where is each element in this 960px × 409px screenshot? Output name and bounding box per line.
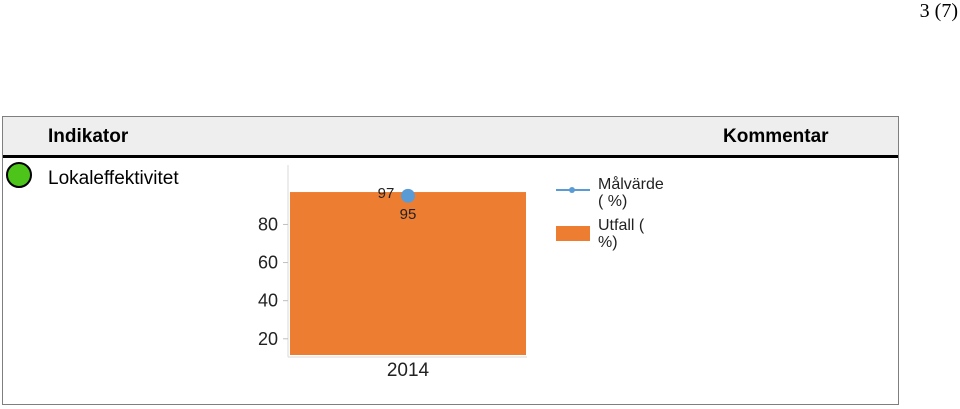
legend-box-icon (556, 226, 590, 241)
legend-label-utfall: %) (598, 234, 618, 251)
y-tick-label: 40 (258, 291, 278, 311)
x-tick-label: 2014 (387, 360, 430, 381)
data-label-malvarde: 95 (400, 206, 417, 223)
y-tick-label: 20 (258, 329, 278, 349)
legend-label-utfall: Utfall ( (598, 217, 645, 234)
header-kommentar: Kommentar (723, 126, 829, 147)
page-number: 3 (7) (919, 0, 958, 22)
status-indicator-icon (6, 162, 32, 188)
bar-utfall (290, 192, 526, 355)
y-tick-label: 60 (258, 253, 278, 273)
legend-point-icon (569, 187, 575, 193)
legend-label-malvarde: Målvärde (598, 175, 664, 193)
indicator-table: Indikator Kommentar Lokaleffektivitet (2, 116, 899, 405)
indicator-name: Lokaleffektivitet (48, 168, 179, 189)
legend-label-malvarde: ( %) (598, 193, 627, 210)
header-indikator: Indikator (48, 126, 129, 147)
y-tick-label: 80 (258, 214, 278, 234)
data-label-utfall: 97 (378, 185, 395, 202)
table-header: Indikator Kommentar (3, 117, 898, 158)
point-malvarde (401, 188, 415, 203)
